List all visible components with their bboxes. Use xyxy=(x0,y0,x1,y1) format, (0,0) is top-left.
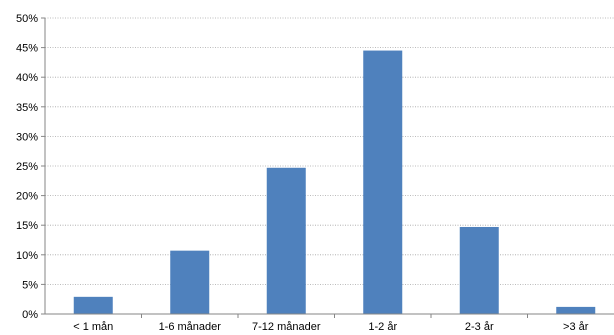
bar xyxy=(73,296,113,314)
gridlines xyxy=(45,17,614,285)
x-tick-labels: < 1 mån 1-6 månader 7-12 månader 1-2 år 2-3 … xyxy=(73,321,589,333)
x-tick-label: 1-6 månader xyxy=(159,321,222,333)
x-tick-label: 1-2 år xyxy=(368,321,397,333)
bar xyxy=(556,306,596,314)
y-tick-label: 30% xyxy=(16,131,38,143)
y-tick-label: 25% xyxy=(16,161,38,173)
y-tick-label: 35% xyxy=(16,102,38,114)
x-tick-label: >3 år xyxy=(563,321,589,333)
y-tick-label: 40% xyxy=(16,72,38,84)
y-tick-label: 15% xyxy=(16,220,38,232)
y-tick-label: 10% xyxy=(16,250,38,262)
x-tick-label: 2-3 år xyxy=(465,321,494,333)
bar xyxy=(363,50,403,315)
bar xyxy=(170,250,210,314)
y-tick-label: 5% xyxy=(22,279,38,291)
bar xyxy=(266,167,306,314)
y-tick-labels: 0% 5% 10% 15% 20% 25% 30% 35% 40% 45% 50% xyxy=(16,13,38,321)
y-tick-label: 50% xyxy=(16,13,38,25)
axes xyxy=(41,17,614,318)
bar xyxy=(459,226,499,314)
x-tick-label: < 1 mån xyxy=(73,321,113,333)
y-tick-label: 0% xyxy=(22,309,38,321)
x-tick-label: 7-12 månader xyxy=(252,321,321,333)
y-tick-label: 45% xyxy=(16,43,38,55)
y-tick-label: 20% xyxy=(16,191,38,203)
bars xyxy=(73,50,596,315)
